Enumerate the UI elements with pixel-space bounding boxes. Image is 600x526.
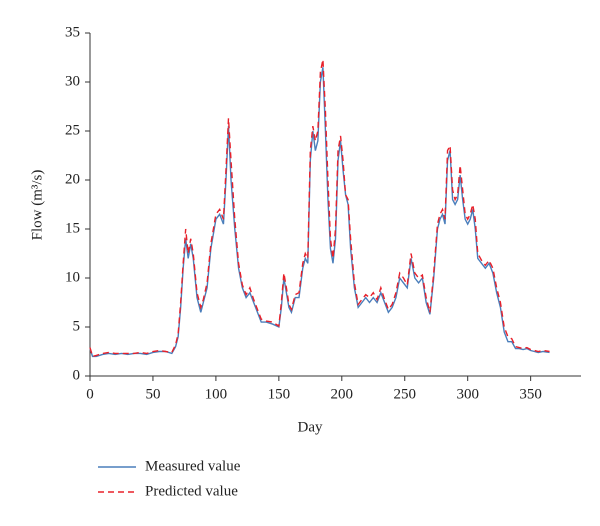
series-line: [89, 67, 550, 358]
y-tick-label: 5: [73, 318, 81, 334]
y-tick-label: 15: [65, 220, 80, 236]
y-axis-label: Flow (m³/s): [29, 170, 45, 241]
y-tick-label: 30: [65, 73, 80, 89]
y-tick-label: 20: [65, 171, 80, 187]
x-tick-label: 50: [145, 386, 160, 402]
x-tick-label: 300: [456, 386, 479, 402]
x-tick-label: 250: [393, 386, 416, 402]
y-tick-label: 10: [65, 269, 80, 285]
legend-label: Measured value: [145, 458, 241, 474]
y-tick-label: 0: [73, 367, 81, 383]
x-axis-label: Day: [298, 419, 323, 435]
x-tick-label: 150: [268, 386, 291, 402]
y-tick-label: 35: [65, 24, 80, 40]
legend-label: Predicted value: [145, 483, 238, 499]
x-tick-label: 350: [519, 386, 542, 402]
y-tick-label: 25: [65, 122, 80, 138]
x-tick-label: 0: [86, 386, 94, 402]
x-tick-label: 100: [205, 386, 228, 402]
x-tick-label: 200: [331, 386, 354, 402]
